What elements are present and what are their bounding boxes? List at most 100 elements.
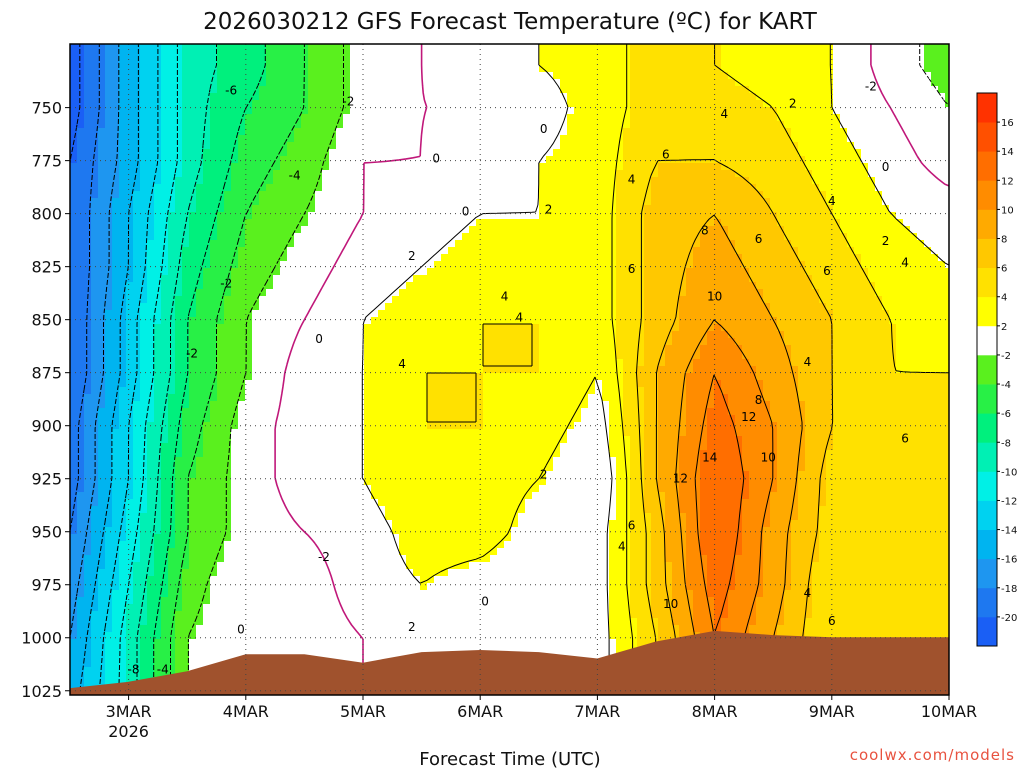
temperature-cell [791,569,813,577]
temperature-cell [546,478,617,486]
temperature-cell [70,541,92,549]
temperature-cell [189,324,218,332]
temperature-cell [70,611,78,619]
temperature-cell [728,394,764,402]
contour-label: 6 [901,431,909,445]
temperature-cell [644,296,680,304]
temperature-cell [707,583,736,591]
temperature-cell [70,576,85,584]
temperature-cell [133,415,155,423]
temperature-cell [112,499,127,507]
temperature-cell [665,527,687,535]
temperature-cell [119,387,141,395]
temperature-cell [833,331,897,339]
temperature-cell [658,632,680,640]
temperature-cell [91,275,113,283]
temperature-cell [147,471,162,479]
temperature-cell [826,492,949,500]
temperature-cell [84,58,106,66]
temperature-cell [203,604,610,612]
temperature-cell [161,93,183,101]
temperature-cell [623,359,645,367]
temperature-cell [91,618,113,626]
temperature-cell [70,534,92,542]
colorbar-swatch [977,558,997,589]
temperature-cell [756,604,785,612]
temperature-cell [749,177,813,185]
temperature-cell [658,450,680,458]
temperature-cell [616,324,645,332]
temperature-cell [182,261,211,269]
temperature-cell [791,520,820,528]
temperature-cell [364,331,484,339]
temperature-cell [833,205,890,213]
temperature-cell [539,205,617,213]
temperature-cell [84,415,99,423]
temperature-cell [686,429,708,437]
temperature-cell [140,548,155,556]
temperature-cell [392,520,519,528]
temperature-cell [70,555,85,563]
temperature-cell [98,191,120,199]
temperature-cell [161,156,183,164]
temperature-cell [686,576,708,584]
temperature-cell [210,93,260,101]
temperature-cell [693,611,715,619]
temperature-cell [140,527,162,535]
temperature-cell [182,107,211,115]
credit-link[interactable]: coolwx.com/models [850,746,1015,764]
temperature-cell [413,569,449,577]
temperature-cell [70,184,99,192]
temperature-cell [70,394,85,402]
temperature-cell [70,618,78,626]
temperature-cell [623,142,799,150]
temperature-cell [840,219,904,227]
temperature-cell [833,51,925,59]
y-tick-label: 750 [31,99,62,118]
temperature-cell [189,562,218,570]
temperature-cell [700,345,743,353]
temperature-cell [70,681,85,689]
temperature-cell [686,373,757,381]
temperature-cell [70,450,85,458]
y-tick-label: 1025 [21,682,62,701]
temperature-cell [644,408,659,416]
temperature-cell [427,401,484,409]
temperature-cell [644,429,659,437]
temperature-cell [105,72,120,80]
temperature-cell [686,562,708,570]
temperature-cell [112,492,134,500]
temperature-cell [679,303,771,311]
temperature-cell [679,499,701,507]
temperature-cell [798,478,827,486]
temperature-cell [133,478,148,486]
temperature-cell [105,632,127,640]
temperature-cell [70,639,92,647]
temperature-cell [623,149,799,157]
temperature-cell [140,541,155,549]
temperature-cell [539,198,617,206]
temperature-cell [630,597,652,605]
temperature-cell [133,471,148,479]
temperature-cell [525,499,617,507]
temperature-cell [714,324,722,332]
temperature-cell [630,72,729,80]
temperature-cell [182,65,218,73]
temperature-cell [133,205,155,213]
temperature-cell [147,506,162,514]
temperature-cell [147,289,162,297]
temperature-cell [735,429,778,437]
temperature-cell [175,520,190,528]
temperature-cell [707,436,743,444]
temperature-cell [70,275,92,283]
temperature-cell [644,394,659,402]
temperature-cell [70,527,78,535]
temperature-cell [280,268,428,276]
temperature-cell [609,555,631,563]
temperature-cell [189,219,218,227]
temperature-cell [742,513,771,521]
temperature-cell [70,471,85,479]
temperature-cell [742,527,764,535]
temperature-cell [308,58,351,66]
temperature-cell [112,233,134,241]
